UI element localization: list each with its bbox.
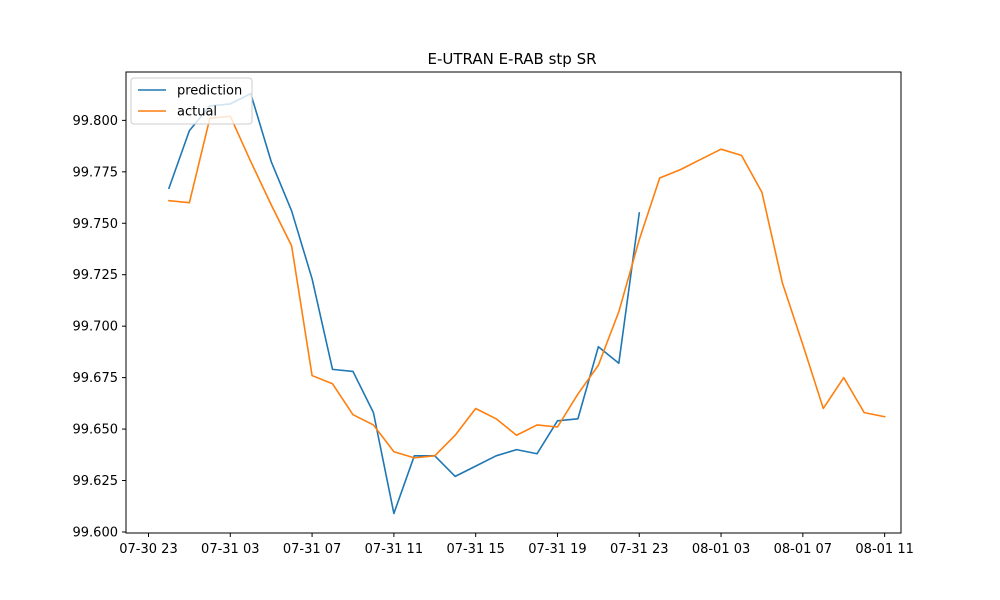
series-line-prediction	[167, 92, 641, 515]
x-tick-label: 07-31 23	[610, 542, 668, 557]
y-tick-label: 99.750	[73, 217, 119, 232]
x-tick-label: 07-31 11	[365, 542, 423, 557]
x-tick-label: 08-01 11	[855, 542, 913, 557]
y-tick-label: 99.650	[73, 423, 119, 438]
y-tick-label: 99.800	[73, 114, 119, 129]
x-axis: 07-30 23 07-31 03 07-31 07 07-31 11 07-31 15…	[119, 533, 914, 557]
y-tick-label: 99.725	[73, 268, 119, 283]
series-line-actual	[168, 115, 886, 459]
legend-label-actual: actual	[177, 105, 217, 120]
chart-title: E-UTRAN E-RAB stp SR	[427, 50, 596, 68]
legend-label-prediction: prediction	[177, 84, 242, 99]
x-tick-label: 07-30 23	[119, 542, 177, 557]
y-axis: 99.600 99.625 99.650 99.675 99.700 99.725 99.7…	[73, 114, 126, 540]
x-tick-label: 07-31 15	[446, 542, 504, 557]
y-tick-label: 99.700	[73, 320, 119, 335]
series-layer	[167, 92, 886, 515]
y-tick-label: 99.625	[73, 474, 119, 489]
x-tick-label: 08-01 03	[692, 542, 750, 557]
y-tick-label: 99.675	[73, 371, 119, 386]
x-tick-label: 07-31 03	[201, 542, 259, 557]
plot-frame	[125, 71, 902, 534]
legend: prediction actual	[130, 77, 253, 125]
x-tick-label: 07-31 07	[283, 542, 341, 557]
y-tick-label: 99.600	[73, 525, 119, 540]
x-tick-label: 07-31 19	[528, 542, 586, 557]
x-tick-label: 08-01 07	[774, 542, 832, 557]
y-tick-label: 99.775	[73, 165, 119, 180]
